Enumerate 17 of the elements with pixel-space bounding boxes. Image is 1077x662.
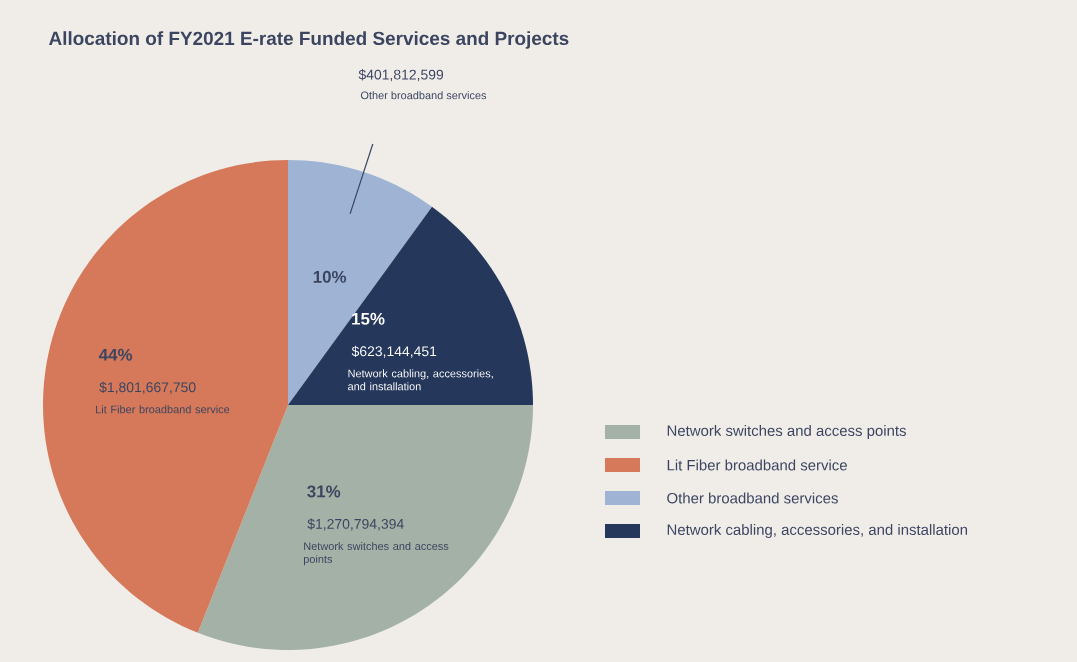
legend-label: Lit Fiber broadband service bbox=[667, 459, 847, 471]
data-label: 15% bbox=[352, 312, 385, 325]
chart-title: Allocation of FY2021 E-rate Funded Services and Projects bbox=[48, 31, 569, 49]
text: $1,801,667,750 bbox=[99, 381, 196, 394]
text: Network switches and access points bbox=[303, 541, 449, 566]
data-label: 31% bbox=[307, 485, 341, 498]
text: Other broadband services bbox=[360, 91, 487, 100]
text: Network cabling, accessories, and installation bbox=[348, 369, 493, 391]
text: $1,270,794,394 bbox=[307, 518, 404, 531]
text: Lit Fiber broadband service bbox=[96, 405, 230, 414]
legend-label: Network switches and access points bbox=[667, 425, 906, 439]
text: $401,812,599 bbox=[358, 69, 444, 82]
data-label: 10% bbox=[313, 270, 347, 283]
legend-label: Network cabling, accessories, and installation bbox=[667, 524, 968, 538]
text: $623,144,451 bbox=[351, 345, 437, 358]
legend-label: Other broadband services bbox=[667, 492, 838, 504]
data-label: 44% bbox=[98, 348, 133, 361]
